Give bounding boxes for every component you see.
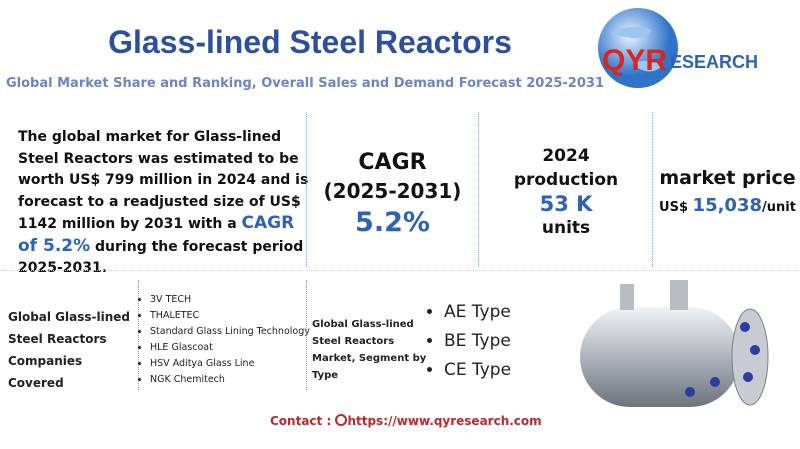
summary-text: The global market for Glass-lined Steel …	[18, 129, 309, 232]
divider	[138, 280, 139, 390]
price-box: market price US$ 15,038/unit	[655, 167, 800, 216]
reactor-image	[580, 280, 769, 407]
summary-highlight: CAGR of 5.2%	[18, 213, 295, 256]
production-unit: units	[541, 218, 591, 238]
divider	[306, 280, 307, 390]
contact-url[interactable]: https://www.qyresearch.com	[347, 414, 542, 428]
company-item: Standard Glass Lining Technology	[150, 324, 310, 340]
reactor-body	[580, 307, 740, 407]
nozzle	[620, 284, 634, 310]
segment-heading: Global Glass-lined Steel Reactors Market…	[312, 319, 427, 381]
divider	[0, 270, 800, 271]
logo-text: ESEARCH	[670, 52, 758, 72]
port	[750, 345, 760, 355]
price-unit: /unit	[762, 200, 796, 215]
logo-land	[610, 26, 662, 72]
contact-label: Contact :	[270, 414, 332, 428]
cagr-period: (2025-2031)	[323, 179, 462, 203]
logo-brand: QYR	[602, 44, 667, 77]
cagr-value: 5.2%	[355, 207, 430, 238]
port	[710, 377, 720, 387]
production-year: 2024	[542, 146, 590, 166]
type-item: AE Type	[444, 298, 511, 327]
summary-text: during the forecast period 2025-2031.	[18, 238, 304, 277]
cagr-label: CAGR	[358, 150, 427, 175]
type-list: AE TypeBE TypeCE Type	[430, 298, 511, 385]
summary: The global market for Glass-lined Steel …	[18, 127, 310, 280]
company-list: 3V TECHTHALETECStandard Glass Lining Tec…	[140, 292, 310, 388]
price-value: 15,038	[692, 195, 763, 216]
divider	[652, 112, 653, 267]
company-item: NGK Chemitech	[150, 372, 310, 388]
production-value: 53 K	[539, 192, 593, 216]
type-item: CE Type	[444, 356, 511, 385]
contact: Contact : https://www.qyresearch.com	[270, 414, 542, 428]
globe-icon	[335, 414, 348, 426]
price-label: market price	[659, 167, 796, 189]
type-item: BE Type	[444, 327, 511, 356]
company-item: 3V TECH	[150, 292, 310, 308]
logo: QYR ESEARCH	[598, 8, 758, 88]
divider	[306, 112, 307, 267]
subtitle: Global Market Share and Ranking, Overall…	[6, 76, 604, 91]
company-item: THALETEC	[150, 308, 310, 324]
companies-heading: Global Glass-lined Steel Reactors Compan…	[8, 310, 131, 390]
nozzle	[670, 280, 688, 310]
reactor-end	[731, 308, 769, 406]
port	[743, 372, 753, 382]
port	[685, 387, 695, 397]
company-item: HLE Glascoat	[150, 340, 310, 356]
production-box: 2024 production 53 K units	[482, 144, 650, 240]
title: Glass-lined Steel Reactors	[108, 24, 512, 60]
company-item: HSV Aditya Glass Line	[150, 356, 310, 372]
port	[740, 322, 750, 332]
divider	[478, 112, 479, 267]
price-currency: US$	[659, 200, 689, 215]
production-label: production	[513, 170, 619, 190]
cagr-box: CAGR (2025-2031) 5.2%	[310, 150, 475, 238]
